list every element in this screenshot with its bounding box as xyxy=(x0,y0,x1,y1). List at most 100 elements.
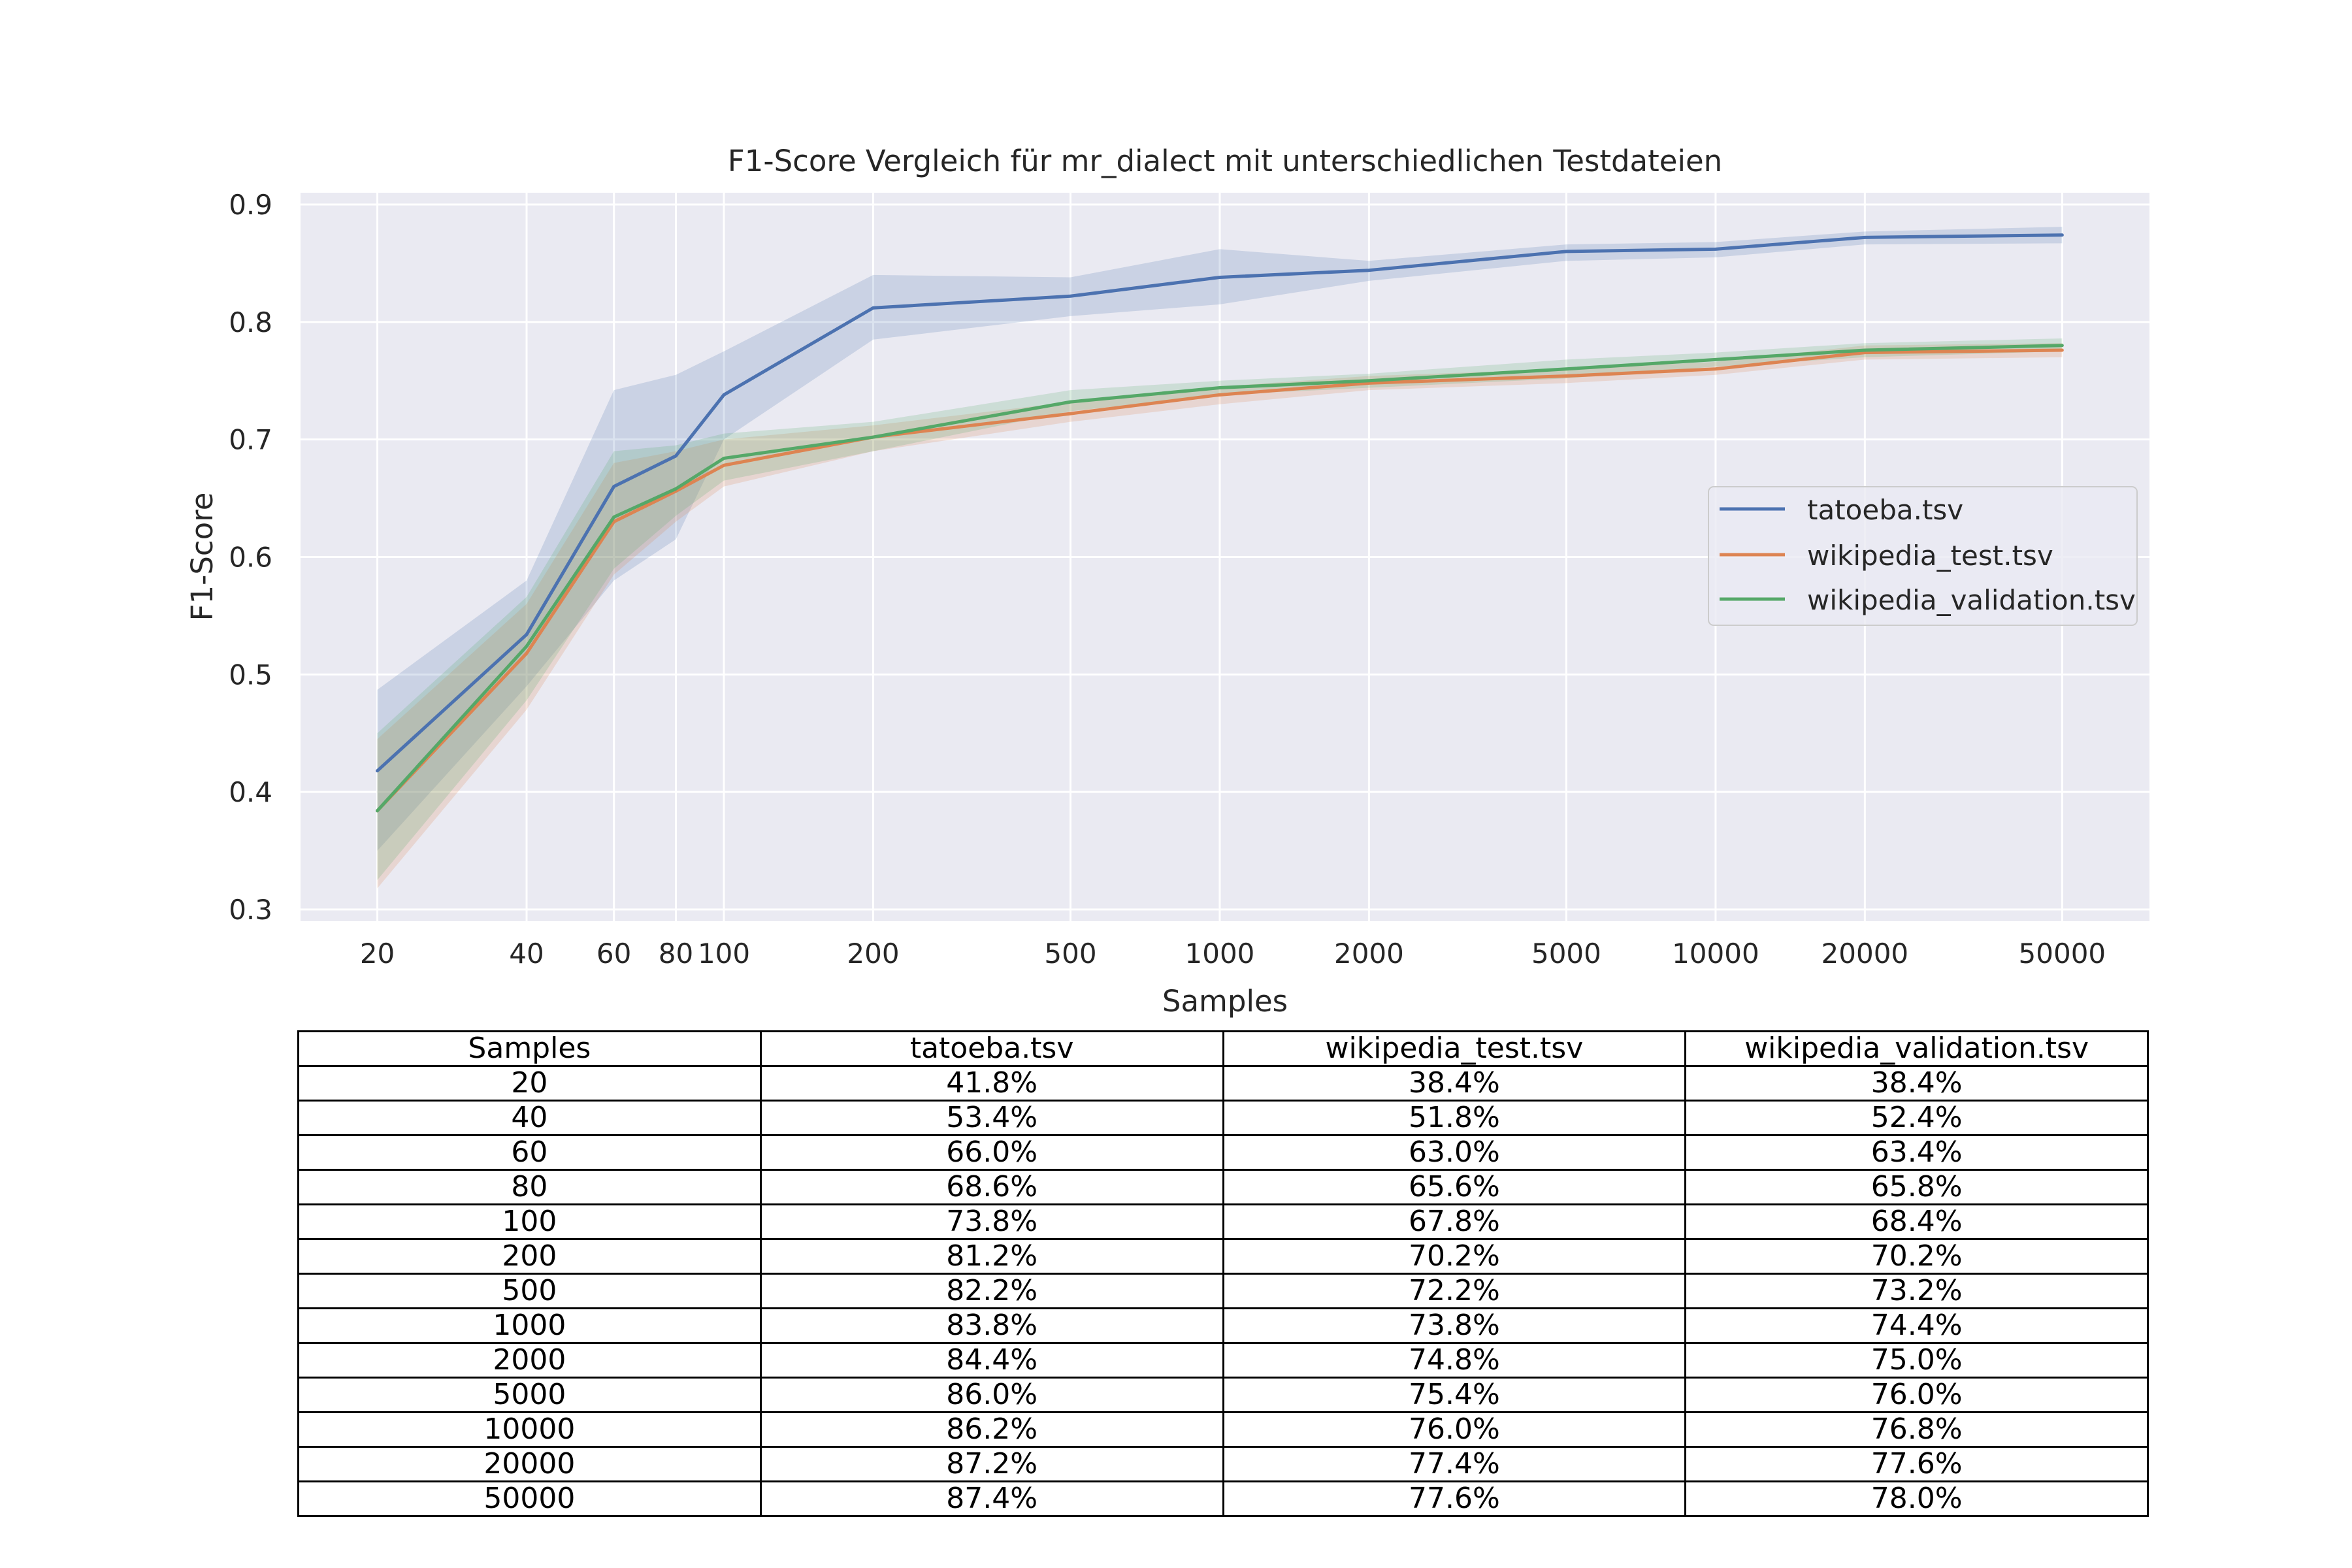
y-tick-label: 0.3 xyxy=(229,894,272,926)
x-tick-label: 40 xyxy=(509,938,544,970)
x-tick-label: 50000 xyxy=(2019,938,2106,970)
table-row: 20 41.8% 38.4% 38.4% xyxy=(297,1065,2149,1102)
y-tick-label: 0.8 xyxy=(229,306,272,338)
table-cell-wikipedia-test: 77.6% xyxy=(1222,1480,1687,1517)
table-cell-samples: 200 xyxy=(297,1238,762,1275)
table-cell-wikipedia-test: 38.4% xyxy=(1222,1065,1687,1102)
x-tick-label: 100 xyxy=(698,938,750,970)
table-row: 20000 87.2% 77.4% 77.6% xyxy=(297,1446,2149,1482)
table-cell-wikipedia-test: 76.0% xyxy=(1222,1411,1687,1448)
confidence-band-0 xyxy=(377,227,2063,851)
x-axis-label: Samples xyxy=(1162,984,1288,1019)
table-cell-wikipedia-test: 70.2% xyxy=(1222,1238,1687,1275)
table-cell-wikipedia-validation: 52.4% xyxy=(1684,1100,2149,1136)
table-cell-tatoeba: 86.0% xyxy=(759,1377,1224,1413)
table-body: 20 41.8% 38.4% 38.4% 40 53.4% 51.8% 52.4% 60 66.0… xyxy=(297,1065,2149,1517)
legend-label-tatoeba: tatoeba.tsv xyxy=(1807,494,1963,526)
legend-label-wikipedia-test: wikipedia_test.tsv xyxy=(1807,540,2053,572)
table-row: 500 82.2% 72.2% 73.2% xyxy=(297,1273,2149,1309)
table-cell-samples: 100 xyxy=(297,1203,762,1240)
x-tick-label: 200 xyxy=(847,938,899,970)
x-tick-label: 60 xyxy=(596,938,631,970)
table-row: 80 68.6% 65.6% 65.8% xyxy=(297,1169,2149,1205)
table-cell-samples: 80 xyxy=(297,1169,762,1205)
table-cell-wikipedia-validation: 65.8% xyxy=(1684,1169,2149,1205)
table-cell-samples: 60 xyxy=(297,1134,762,1171)
x-tick-label: 1000 xyxy=(1185,938,1255,970)
table-cell-tatoeba: 87.4% xyxy=(759,1480,1224,1517)
legend-frame xyxy=(1708,486,2138,626)
y-tick-label: 0.6 xyxy=(229,542,272,574)
table-cell-tatoeba: 87.2% xyxy=(759,1446,1224,1482)
table-row: 200 81.2% 70.2% 70.2% xyxy=(297,1238,2149,1275)
series-line-2 xyxy=(376,344,2064,813)
confidence-bands xyxy=(377,227,2063,889)
x-tick-label: 500 xyxy=(1044,938,1096,970)
table-cell-samples: 50000 xyxy=(297,1480,762,1517)
series-lines xyxy=(376,233,2064,813)
x-tick-labels: 20 40 60 80 100 200 500 1000 2000 5000 10000 20000 5… xyxy=(360,938,2106,970)
legend-label-wikipedia-validation: wikipedia_validation.tsv xyxy=(1807,584,2136,616)
table-row: 100 73.8% 67.8% 68.4% xyxy=(297,1203,2149,1240)
table-cell-wikipedia-test: 65.6% xyxy=(1222,1169,1687,1205)
table-cell-tatoeba: 41.8% xyxy=(759,1065,1224,1102)
y-tick-label: 0.9 xyxy=(229,189,272,221)
y-tick-label: 0.5 xyxy=(229,659,272,691)
table-cell-wikipedia-validation: 77.6% xyxy=(1684,1446,2149,1482)
table-row: 40 53.4% 51.8% 52.4% xyxy=(297,1100,2149,1136)
chart-title: F1-Score Vergleich für mr_dialect mit un… xyxy=(728,144,1722,178)
table-cell-tatoeba: 73.8% xyxy=(759,1203,1224,1240)
table-cell-wikipedia-test: 72.2% xyxy=(1222,1273,1687,1309)
table-row: 50000 87.4% 77.6% 78.0% xyxy=(297,1480,2149,1517)
table-row: 1000 83.8% 73.8% 74.4% xyxy=(297,1307,2149,1344)
table-cell-samples: 1000 xyxy=(297,1307,762,1344)
table-cell-wikipedia-test: 75.4% xyxy=(1222,1377,1687,1413)
table-cell-samples: 500 xyxy=(297,1273,762,1309)
table-cell-wikipedia-validation: 76.0% xyxy=(1684,1377,2149,1413)
table-cell-wikipedia-validation: 78.0% xyxy=(1684,1480,2149,1517)
x-tick-label: 80 xyxy=(659,938,693,970)
table-cell-tatoeba: 84.4% xyxy=(759,1342,1224,1379)
table-row: 2000 84.4% 74.8% 75.0% xyxy=(297,1342,2149,1379)
table-row: 5000 86.0% 75.4% 76.0% xyxy=(297,1377,2149,1413)
table-cell-wikipedia-validation: 70.2% xyxy=(1684,1238,2149,1275)
table-row: 10000 86.2% 76.0% 76.8% xyxy=(297,1411,2149,1448)
table-cell-wikipedia-validation: 75.0% xyxy=(1684,1342,2149,1379)
table-cell-wikipedia-test: 67.8% xyxy=(1222,1203,1687,1240)
table-cell-tatoeba: 86.2% xyxy=(759,1411,1224,1448)
results-table: Samples tatoeba.tsv wikipedia_test.tsv w… xyxy=(297,1030,2149,1517)
table-cell-wikipedia-validation: 73.2% xyxy=(1684,1273,2149,1309)
table-cell-tatoeba: 82.2% xyxy=(759,1273,1224,1309)
table-cell-wikipedia-validation: 63.4% xyxy=(1684,1134,2149,1171)
table-cell-wikipedia-test: 77.4% xyxy=(1222,1446,1687,1482)
x-tick-label: 20 xyxy=(360,938,395,970)
table-cell-wikipedia-test: 51.8% xyxy=(1222,1100,1687,1136)
x-tick-label: 10000 xyxy=(1672,938,1759,970)
table-cell-wikipedia-test: 63.0% xyxy=(1222,1134,1687,1171)
table-cell-samples: 20000 xyxy=(297,1446,762,1482)
table-cell-wikipedia-validation: 38.4% xyxy=(1684,1065,2149,1102)
series-line-0 xyxy=(376,233,2064,773)
table-cell-samples: 20 xyxy=(297,1065,762,1102)
table-cell-samples: 40 xyxy=(297,1100,762,1136)
table-row: 60 66.0% 63.0% 63.4% xyxy=(297,1134,2149,1171)
x-tick-label: 20000 xyxy=(1821,938,1909,970)
table-cell-wikipedia-validation: 76.8% xyxy=(1684,1411,2149,1448)
column-header-wikipedia-validation: wikipedia_validation.tsv xyxy=(1684,1030,2149,1067)
table-cell-wikipedia-test: 74.8% xyxy=(1222,1342,1687,1379)
table-cell-tatoeba: 83.8% xyxy=(759,1307,1224,1344)
y-tick-labels: 0.3 0.4 0.5 0.6 0.7 0.8 0.9 xyxy=(229,189,272,926)
table-cell-tatoeba: 66.0% xyxy=(759,1134,1224,1171)
x-tick-label: 5000 xyxy=(1531,938,1601,970)
table-cell-samples: 10000 xyxy=(297,1411,762,1448)
column-header-samples: Samples xyxy=(297,1030,762,1067)
table-cell-samples: 2000 xyxy=(297,1342,762,1379)
table-cell-samples: 5000 xyxy=(297,1377,762,1413)
legend: tatoeba.tsv wikipedia_test.tsv wikipedia… xyxy=(1708,486,2138,626)
table-cell-tatoeba: 68.6% xyxy=(759,1169,1224,1205)
table-cell-wikipedia-validation: 68.4% xyxy=(1684,1203,2149,1240)
y-axis-label: F1-Score xyxy=(185,493,220,621)
table-cell-tatoeba: 81.2% xyxy=(759,1238,1224,1275)
column-header-tatoeba: tatoeba.tsv xyxy=(759,1030,1224,1067)
